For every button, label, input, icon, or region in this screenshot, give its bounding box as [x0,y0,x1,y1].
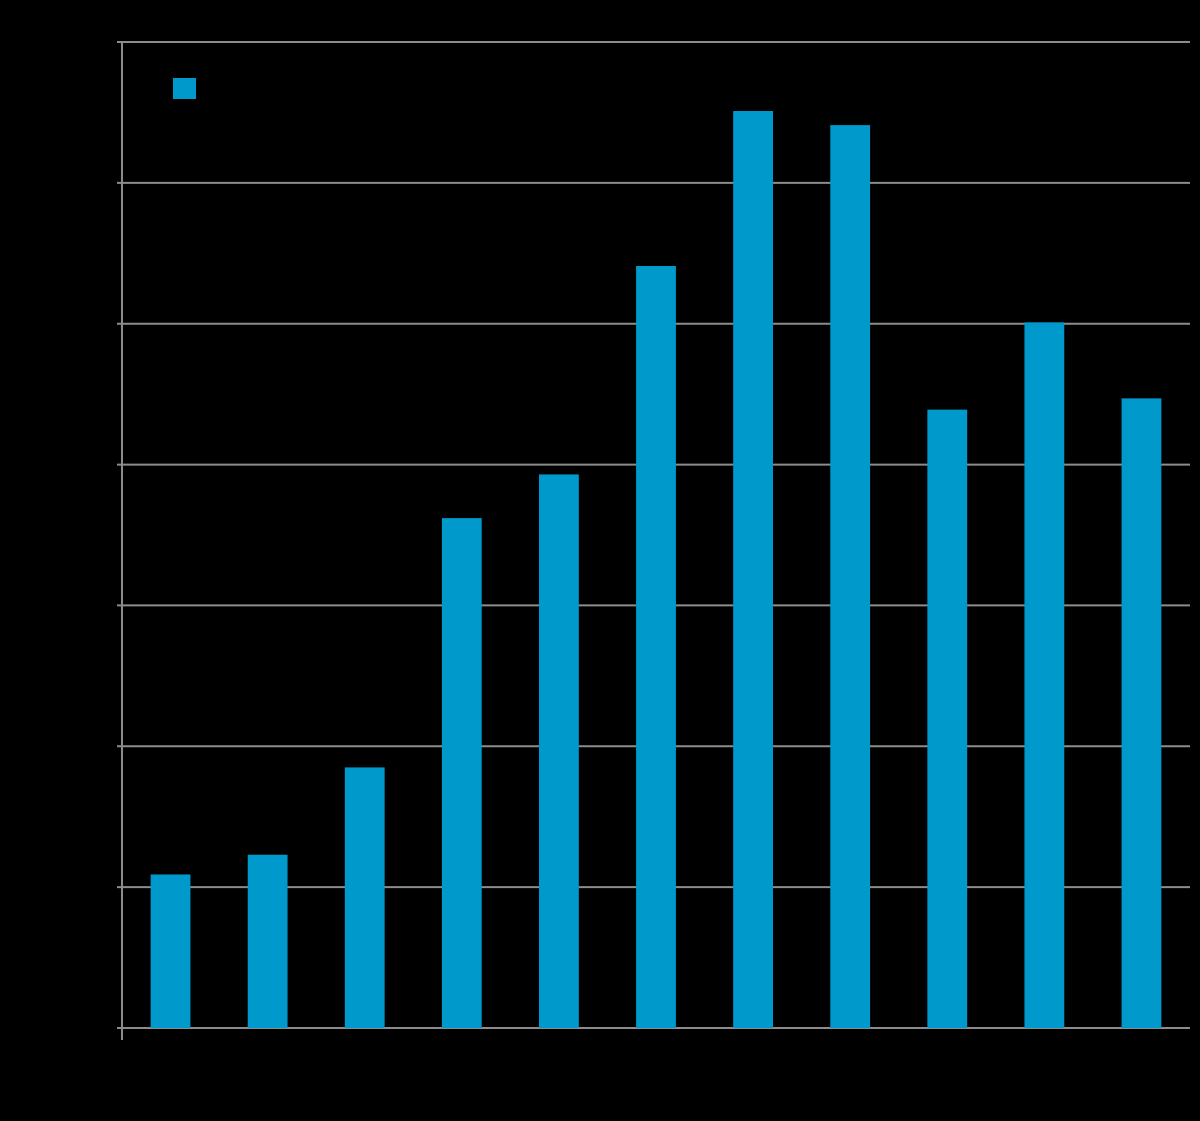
legend-swatch [173,78,196,99]
bar [539,474,579,1029]
bar [150,874,191,1028]
bar [344,767,385,1028]
bar [927,409,968,1028]
bar [830,125,871,1028]
bar [636,265,676,1028]
bar [441,518,482,1028]
bar [247,854,288,1028]
bar [733,111,773,1028]
bar [1024,322,1065,1028]
bar [1121,398,1162,1029]
